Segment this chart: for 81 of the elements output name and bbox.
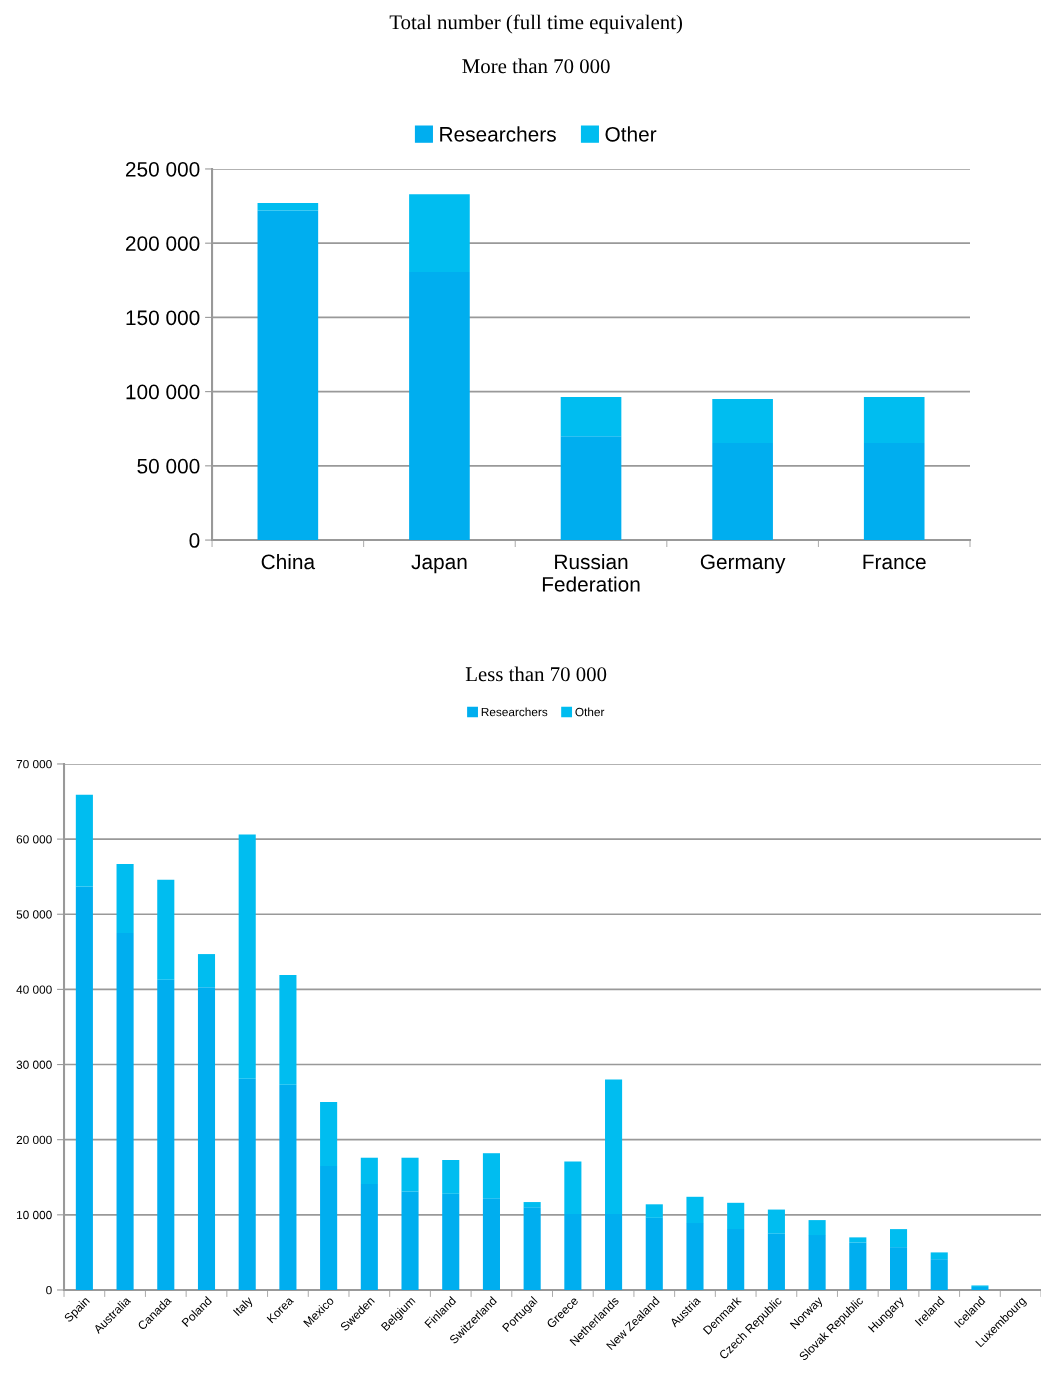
x-tick-label: China (261, 553, 316, 570)
bar (712, 442, 773, 541)
bar (560, 436, 622, 541)
bar (523, 1202, 541, 1208)
bar (605, 1079, 623, 1215)
y-tick-label: 50 000 (137, 458, 200, 474)
chart-subtitle: Less than 70 000 (465, 666, 607, 682)
bar (863, 442, 925, 541)
chart-subtitle: More than 70 000 (462, 58, 610, 74)
bar (442, 1159, 460, 1194)
bar (442, 1193, 460, 1290)
bar (645, 1217, 663, 1290)
x-tick-label: France (863, 554, 926, 570)
bar (849, 1242, 867, 1290)
bar (360, 1157, 378, 1185)
bar (279, 975, 297, 1085)
bar (849, 1237, 867, 1243)
y-tick-label: 0 (189, 533, 200, 548)
bar (401, 1191, 419, 1290)
bar (401, 1157, 419, 1192)
bar (360, 1184, 378, 1290)
bar (482, 1153, 500, 1199)
bar (75, 886, 93, 1290)
bar (767, 1233, 785, 1290)
bar (645, 1204, 663, 1218)
bar (712, 399, 773, 443)
bar (320, 1102, 338, 1166)
x-tick-label: Germany (700, 554, 786, 574)
bar (808, 1235, 826, 1290)
bar (564, 1161, 582, 1215)
bar (889, 1247, 908, 1290)
chart-title: Total number (full time equivalent) (389, 14, 682, 34)
bar (727, 1202, 745, 1230)
bar (863, 396, 925, 443)
bar (409, 272, 470, 541)
y-tick-label: 100 000 (126, 384, 200, 400)
x-tick-label: Russian Federation (542, 553, 640, 592)
legend-label: Other (605, 126, 657, 142)
bar (116, 863, 134, 934)
bar (409, 194, 470, 273)
bar (808, 1220, 826, 1236)
bar (257, 203, 319, 211)
bar (523, 1207, 541, 1290)
y-tick-label: 70 000 (16, 759, 52, 769)
y-tick-label: 40 000 (16, 985, 52, 994)
bar (116, 933, 134, 1290)
bar (560, 396, 622, 437)
y-tick-label: 0 (46, 1286, 52, 1295)
bar (75, 794, 93, 887)
legend-label: Researchers (481, 707, 548, 717)
bar (686, 1196, 704, 1224)
bar (727, 1229, 745, 1290)
bar (767, 1209, 785, 1234)
y-tick-label: 150 000 (126, 310, 200, 326)
bar (197, 954, 216, 988)
bar (279, 1084, 297, 1290)
bar (157, 879, 175, 980)
bar (320, 1165, 338, 1290)
bar (197, 987, 216, 1290)
bar (257, 210, 319, 541)
bar (686, 1223, 704, 1290)
y-tick-label: 50 000 (16, 910, 52, 919)
bar (564, 1214, 582, 1290)
x-tick-label: Italy (232, 1295, 255, 1318)
bar (238, 834, 256, 1079)
bar (157, 979, 175, 1290)
y-tick-label: 60 000 (16, 835, 52, 844)
bar (930, 1252, 948, 1260)
y-tick-label: 30 000 (16, 1060, 52, 1069)
bar (930, 1259, 948, 1290)
legend-label: Researchers (440, 126, 556, 142)
bar (482, 1198, 500, 1290)
x-tick-label: Japan (411, 554, 467, 574)
y-tick-label: 10 000 (17, 1210, 52, 1220)
bar (889, 1229, 908, 1248)
y-tick-label: 200 000 (125, 236, 200, 251)
y-tick-label: 20 000 (16, 1135, 52, 1145)
y-tick-label: 250 000 (125, 161, 200, 177)
bar (238, 1078, 256, 1290)
legend-label: Other (575, 707, 605, 717)
bar (605, 1214, 623, 1290)
